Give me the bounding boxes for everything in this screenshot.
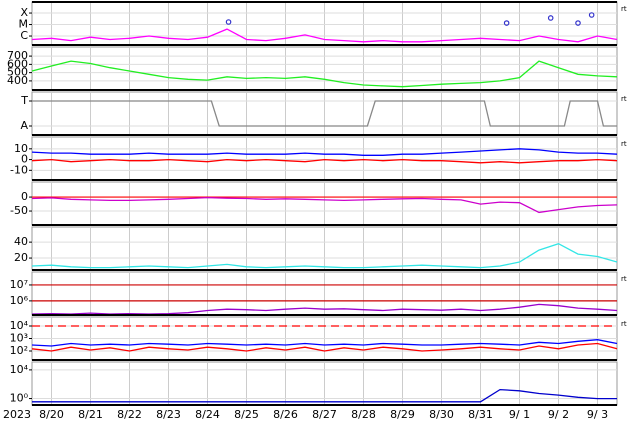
y-tick-label: M bbox=[19, 18, 29, 31]
y-tick-label: 10⁰ bbox=[10, 392, 29, 405]
y-tick-label: X bbox=[20, 6, 28, 19]
rt-label: rt bbox=[621, 95, 627, 103]
x-tick-label: 8/28 bbox=[351, 408, 376, 421]
year-label: 2023 bbox=[3, 408, 31, 421]
series-line bbox=[32, 388, 617, 403]
x-tick-label: 8/29 bbox=[390, 408, 415, 421]
x-tick-label: 8/20 bbox=[39, 408, 64, 421]
flare-marker bbox=[503, 20, 510, 26]
x-tick-label: 8/23 bbox=[156, 408, 181, 421]
y-tick-label: 0 bbox=[21, 153, 28, 166]
x-tick-label: 8/26 bbox=[273, 408, 298, 421]
y-tick-label: 600 bbox=[7, 57, 28, 70]
y-tick-label: -50 bbox=[10, 204, 28, 217]
y-tick-label: 10² bbox=[10, 344, 28, 357]
series-line bbox=[31, 158, 618, 164]
y-tick-label: 20 bbox=[14, 251, 28, 264]
y-tick-label: -10 bbox=[10, 163, 28, 176]
rt-label: rt bbox=[621, 320, 627, 328]
flare-marker bbox=[575, 20, 581, 26]
y-tick-label: 10⁴ bbox=[10, 363, 29, 376]
x-tick-label: 8/25 bbox=[234, 408, 259, 421]
y-tick-label: 10⁴ bbox=[10, 319, 29, 332]
x-tick-label: 8/22 bbox=[117, 408, 142, 421]
y-tick-label: 500 bbox=[7, 66, 28, 79]
rt-label: rt bbox=[621, 140, 627, 148]
y-tick-label: C bbox=[20, 29, 28, 42]
flare-marker bbox=[588, 12, 595, 18]
y-tick-label: 40 bbox=[14, 235, 28, 248]
x-tick-label: 8/30 bbox=[429, 408, 454, 421]
x-tick-label: 9/ 2 bbox=[548, 408, 569, 421]
series-line bbox=[31, 196, 618, 214]
y-tick-label: A bbox=[20, 119, 28, 132]
y-tick-label: 10⁷ bbox=[10, 278, 28, 291]
x-tick-label: 9/ 1 bbox=[509, 408, 530, 421]
y-tick-label: 10 bbox=[14, 142, 28, 155]
flare-marker bbox=[225, 19, 232, 25]
x-tick-label: 9/ 3 bbox=[587, 408, 608, 421]
series-line bbox=[31, 242, 618, 269]
rt-label: rt bbox=[621, 275, 627, 283]
x-tick-label: 8/21 bbox=[78, 408, 103, 421]
series-line bbox=[31, 60, 618, 88]
y-tick-label: 10³ bbox=[10, 331, 28, 344]
y-tick-label: 10⁶ bbox=[10, 294, 29, 307]
x-tick-label: 8/31 bbox=[468, 408, 493, 421]
rt-label: rt bbox=[621, 5, 627, 13]
series-line bbox=[31, 342, 618, 352]
series-line bbox=[31, 339, 618, 347]
series-line bbox=[31, 28, 618, 43]
x-tick-label: 8/27 bbox=[312, 408, 337, 421]
y-tick-label: 700 bbox=[7, 49, 28, 62]
flare-marker bbox=[547, 15, 554, 21]
y-tick-label: 0 bbox=[21, 190, 28, 203]
y-tick-label: T bbox=[20, 94, 28, 107]
series-line bbox=[31, 148, 618, 156]
series-line bbox=[31, 303, 618, 315]
x-tick-label: 8/24 bbox=[195, 408, 220, 421]
y-tick-label: 400 bbox=[7, 74, 28, 87]
series-line bbox=[32, 100, 617, 127]
